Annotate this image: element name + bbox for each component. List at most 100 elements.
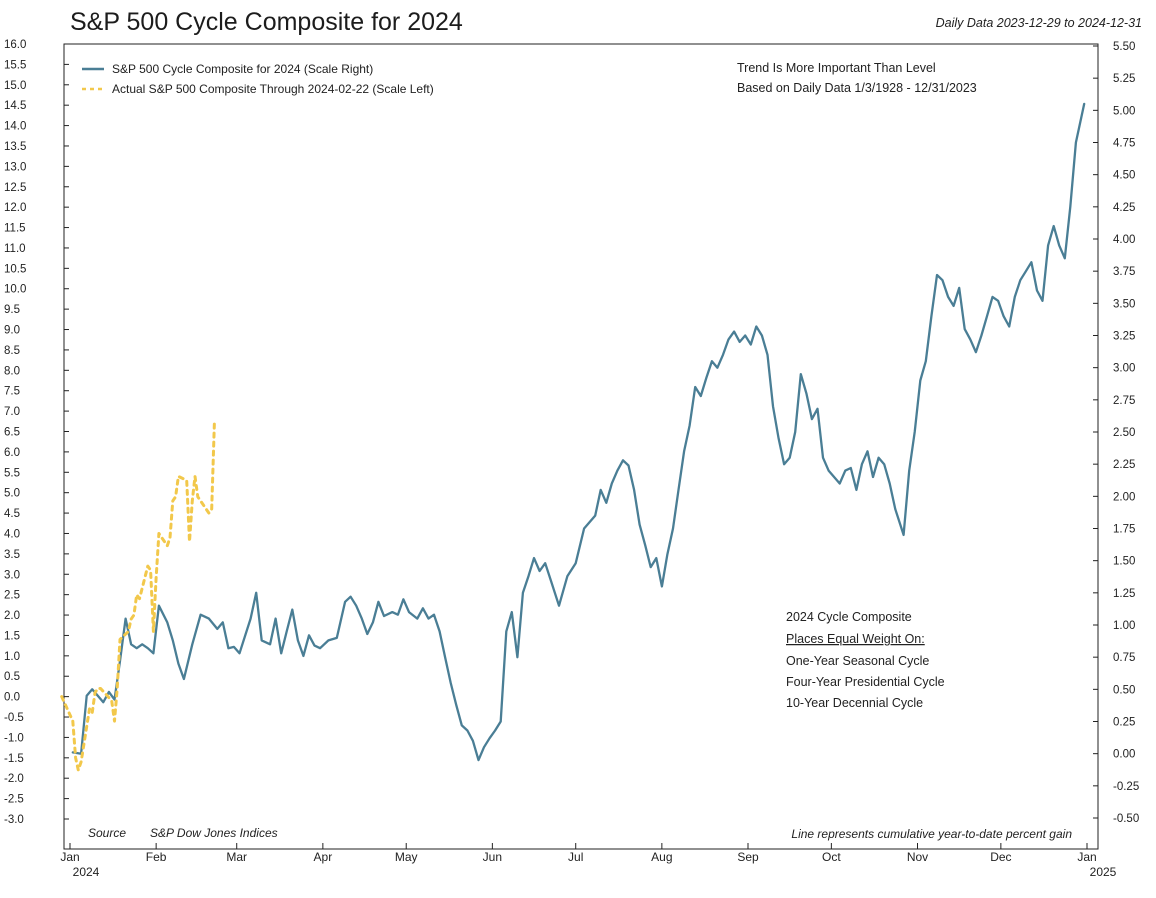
- legend-label-cycle: S&P 500 Cycle Composite for 2024 (Scale …: [112, 62, 373, 76]
- plot-frame: [63, 43, 1099, 850]
- page-title: S&P 500 Cycle Composite for 2024: [70, 8, 463, 36]
- left-tick-label: 10.0: [4, 284, 26, 296]
- left-tick-label: 8.0: [4, 365, 20, 377]
- right-tick-label: 4.50: [1113, 170, 1135, 182]
- x-tick-label: Oct: [822, 850, 841, 864]
- left-tick-label: 9.5: [4, 304, 20, 316]
- right-tick-label: 3.75: [1113, 266, 1135, 278]
- right-tick-label: 3.50: [1113, 298, 1135, 310]
- right-tick-label: 0.25: [1113, 717, 1135, 729]
- left-tick-label: 13.0: [4, 161, 26, 173]
- date-range: Daily Data 2023-12-29 to 2024-12-31: [935, 16, 1142, 30]
- left-tick-label: 0.0: [4, 692, 20, 704]
- composite-note-item: One-Year Seasonal Cycle: [786, 654, 929, 668]
- right-tick-label: 2.25: [1113, 459, 1135, 471]
- source-value: S&P Dow Jones Indices: [150, 826, 278, 840]
- right-tick-label: 1.25: [1113, 588, 1135, 600]
- left-tick-label: 3.0: [4, 569, 20, 581]
- right-tick-label: 1.00: [1113, 620, 1135, 632]
- left-tick-label: -0.5: [4, 712, 24, 724]
- composite-note-item: 10-Year Decennial Cycle: [786, 696, 923, 710]
- left-tick-label: 3.5: [4, 549, 20, 561]
- left-tick-label: 5.0: [4, 488, 20, 500]
- left-tick-label: 2.5: [4, 590, 20, 602]
- left-tick-label: -1.0: [4, 732, 24, 744]
- x-tick-label: Jan: [1077, 850, 1096, 864]
- x-tick-label: Apr: [314, 850, 333, 864]
- left-tick-label: 4.5: [4, 508, 20, 520]
- x-tick-label: Jul: [568, 850, 583, 864]
- legend-label-actual: Actual S&P 500 Composite Through 2024-02…: [112, 82, 434, 96]
- composite-note-item: Four-Year Presidential Cycle: [786, 675, 945, 689]
- x-tick-label: Jun: [483, 850, 502, 864]
- composite-note: 2024 Cycle Composite Places Equal Weight…: [786, 610, 945, 710]
- left-tick-label: 1.5: [4, 630, 20, 642]
- right-tick-label: 5.00: [1113, 105, 1135, 117]
- right-tick-label: 0.50: [1113, 684, 1135, 696]
- x-tick-label: Aug: [651, 850, 672, 864]
- left-tick-label: 11.0: [4, 243, 26, 255]
- trend-note-line1: Trend Is More Important Than Level: [737, 61, 936, 75]
- left-tick-label: -2.0: [4, 773, 24, 785]
- right-tick-label: 4.25: [1113, 202, 1135, 214]
- left-tick-label: 15.0: [4, 80, 26, 92]
- x-tick-label: Jan: [60, 850, 79, 864]
- right-tick-label: 5.50: [1113, 41, 1135, 53]
- left-tick-label: 1.0: [4, 651, 20, 663]
- right-tick-label: 5.25: [1113, 73, 1135, 85]
- left-tick-label: 11.5: [4, 223, 26, 235]
- right-tick-label: 2.00: [1113, 491, 1135, 503]
- left-tick-label: 7.5: [4, 386, 20, 398]
- line-note: Line represents cumulative year-to-date …: [791, 827, 1072, 841]
- left-tick-label: 5.5: [4, 467, 20, 479]
- left-tick-label: 14.0: [4, 121, 26, 133]
- right-tick-label: 0.00: [1113, 749, 1135, 761]
- left-tick-label: 12.5: [4, 182, 26, 194]
- left-tick-label: 4.0: [4, 528, 20, 540]
- left-tick-label: 2.0: [4, 610, 20, 622]
- left-tick-label: 6.5: [4, 427, 20, 439]
- x-tick-label: Mar: [226, 850, 247, 864]
- source-label: Source: [88, 826, 126, 840]
- left-tick-label: -2.5: [4, 794, 24, 806]
- composite-note-title: 2024 Cycle Composite: [786, 610, 912, 624]
- x-tick-label: Feb: [146, 850, 167, 864]
- left-tick-label: 14.5: [4, 100, 26, 112]
- x-tick-label: Sep: [737, 850, 759, 864]
- series-layer: [60, 102, 1086, 772]
- composite-note-subtitle: Places Equal Weight On:: [786, 632, 925, 646]
- right-tick-label: -0.25: [1113, 781, 1139, 793]
- right-tick-label: 3.00: [1113, 363, 1135, 375]
- right-tick-label: 4.00: [1113, 234, 1135, 246]
- x-tick-label: Nov: [907, 850, 928, 864]
- x-tick-year-label: 2025: [1090, 865, 1117, 879]
- right-tick-label: 1.50: [1113, 556, 1135, 568]
- x-tick-label: Dec: [990, 850, 1011, 864]
- right-tick-label: 1.75: [1113, 524, 1135, 536]
- right-axis: 5.50 5.25 5.00 4.75 4.50 4.25 4.00 3.75 3.50 3.25…: [1093, 41, 1139, 825]
- trend-note-line2: Based on Daily Data 1/3/1928 - 12/31/202…: [737, 81, 977, 95]
- left-tick-label: 7.0: [4, 406, 20, 418]
- left-tick-label: -3.0: [4, 814, 24, 826]
- right-tick-label: -0.50: [1113, 813, 1139, 825]
- left-tick-label: 12.0: [4, 202, 26, 214]
- x-tick-year-label: 2024: [73, 865, 100, 879]
- cycle-composite-line: [71, 102, 1086, 762]
- right-tick-label: 0.75: [1113, 652, 1135, 664]
- trend-note: Trend Is More Important Than Level Based…: [737, 61, 977, 95]
- left-tick-label: 16.0: [4, 39, 26, 51]
- right-tick-label: 2.50: [1113, 427, 1135, 439]
- right-tick-label: 2.75: [1113, 395, 1135, 407]
- right-tick-label: 3.25: [1113, 331, 1135, 343]
- left-tick-label: 9.0: [4, 325, 20, 337]
- left-tick-label: 6.0: [4, 447, 20, 459]
- left-tick-label: 13.5: [4, 141, 26, 153]
- left-tick-label: -1.5: [4, 753, 24, 765]
- actual-sp500-line: [60, 417, 216, 772]
- right-tick-label: 4.75: [1113, 138, 1135, 150]
- left-tick-label: 15.5: [4, 59, 26, 71]
- x-tick-label: May: [395, 850, 418, 864]
- left-tick-label: 8.5: [4, 345, 20, 357]
- footer: Source S&P Dow Jones Indices Line repres…: [88, 826, 1072, 841]
